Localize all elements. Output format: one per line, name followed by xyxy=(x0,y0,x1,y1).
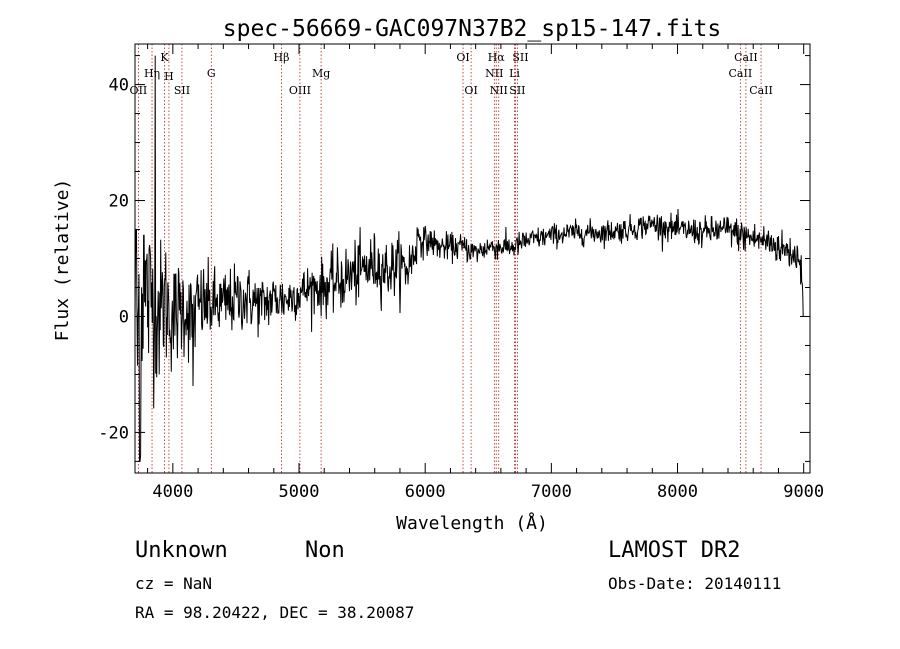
line-label: Li xyxy=(509,67,520,80)
line-label: H xyxy=(164,70,174,83)
x-tick-label: 8000 xyxy=(657,482,698,502)
line-label: OI xyxy=(464,84,477,97)
line-label: Mg xyxy=(312,67,330,80)
x-tick-label: 7000 xyxy=(531,482,572,502)
x-tick-label: 5000 xyxy=(279,482,320,502)
y-tick-label: -20 xyxy=(98,423,129,443)
object-class: Unknown xyxy=(135,538,228,563)
line-label: Hβ xyxy=(274,51,290,64)
line-label: OIII xyxy=(289,84,311,97)
chart-title: spec-56669-GAC097N37B2_sp15-147.fits xyxy=(223,16,722,42)
x-tick-label: 4000 xyxy=(152,482,193,502)
x-tick-label: 6000 xyxy=(405,482,446,502)
plot-axes: 4000 5000 6000 7000 8000 9000 -20 0 20 40 xyxy=(98,43,824,502)
y-tick-label: 40 xyxy=(109,76,129,96)
line-label: CaII xyxy=(749,84,773,97)
line-label: CaII xyxy=(729,67,753,80)
y-axis-label: Flux (relative) xyxy=(52,179,73,342)
plot-frame xyxy=(134,43,811,474)
spectrum-line xyxy=(134,55,804,462)
x-axis-label: Wavelength (Å) xyxy=(396,512,548,534)
line-label: NII xyxy=(490,84,508,97)
line-label: OI xyxy=(456,51,469,64)
line-label: G xyxy=(207,67,216,80)
line-label: SII xyxy=(174,84,190,97)
line-label: Hη xyxy=(144,67,160,80)
y-tick-label: 20 xyxy=(109,192,129,212)
obs-date: Obs-Date: 20140111 xyxy=(608,574,782,593)
x-tick-label: 9000 xyxy=(783,482,824,502)
redshift-value: cz = NaN xyxy=(135,574,213,593)
coordinates: RA = 98.20422, DEC = 38.20087 xyxy=(135,603,415,622)
line-label: K xyxy=(160,51,169,64)
line-label: CaII xyxy=(734,51,758,64)
line-label: SII xyxy=(512,51,528,64)
line-label: SII xyxy=(509,84,525,97)
line-label: OII xyxy=(130,84,148,97)
line-label: NII xyxy=(485,67,503,80)
survey-name: LAMOST DR2 xyxy=(608,538,741,563)
line-label: Hα xyxy=(488,51,506,64)
y-tick-label: 0 xyxy=(119,307,129,327)
emission-line-markers: OIIHηKHSIIGHβOIIIMgOIOINIIHαNIILiSIISIIC… xyxy=(130,44,773,473)
object-subclass: Non xyxy=(305,538,345,563)
